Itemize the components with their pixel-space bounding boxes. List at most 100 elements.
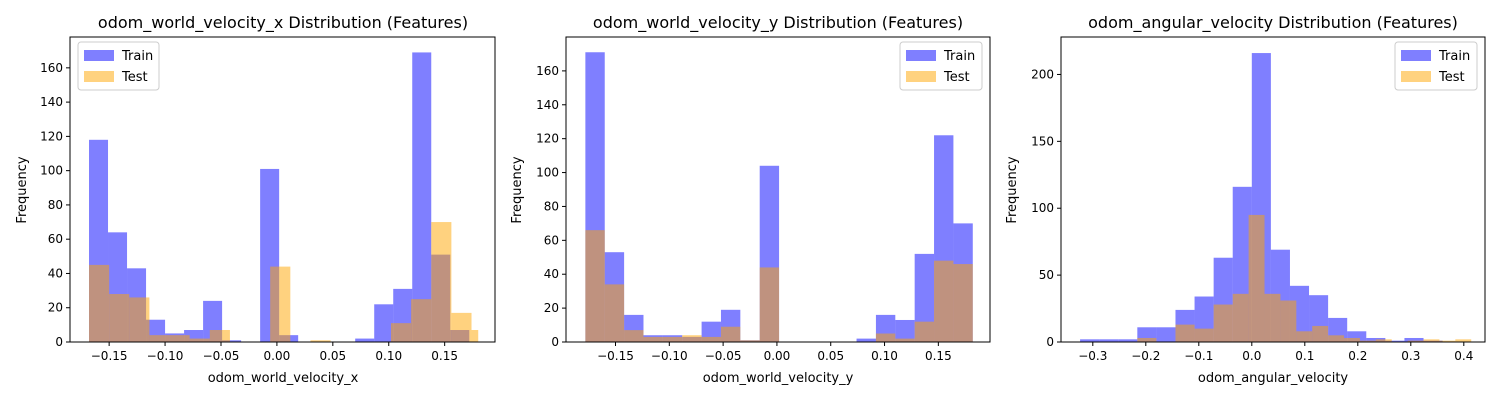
train-bar (856, 338, 876, 342)
train-bar (1347, 331, 1367, 342)
x-tick-label: 0.05 (319, 349, 346, 363)
test-bar (1296, 331, 1313, 342)
test-bar (895, 338, 915, 342)
y-tick-label: 120 (536, 132, 559, 146)
test-bar (209, 330, 230, 342)
test-bar (701, 336, 721, 342)
train-bar (355, 338, 375, 342)
test-bar (1359, 340, 1376, 342)
test-bar (1407, 340, 1424, 342)
train-bar (1099, 339, 1119, 342)
y-tick-label: 100 (40, 164, 63, 178)
y-tick-label: 0 (551, 335, 559, 349)
test-bar (411, 299, 432, 342)
y-tick-label: 150 (1031, 134, 1054, 148)
y-tick-label: 120 (40, 129, 63, 143)
y-tick-label: 100 (536, 166, 559, 180)
x-axis-label: odom_angular_velocity (1198, 371, 1349, 386)
y-tick-label: 50 (1039, 268, 1054, 282)
x-tick-label: 0.05 (817, 349, 844, 363)
bars-layer (1080, 53, 1472, 342)
x-tick-label: 0.15 (431, 349, 458, 363)
test-bar (1213, 304, 1233, 342)
x-axis-label: odom_world_velocity_y (703, 371, 854, 386)
y-ticks: 0 20 40 60 80 100 120 140 160 (40, 61, 70, 349)
y-tick-label: 160 (40, 61, 63, 75)
legend-train-swatch (84, 50, 114, 61)
test-bar (1232, 293, 1249, 342)
axes-frame (69, 36, 496, 343)
x-tick-label: −0.05 (705, 349, 742, 363)
legend-test-label: Test (1438, 70, 1465, 85)
y-tick-label: 40 (48, 266, 63, 280)
test-bar (1328, 335, 1345, 342)
x-tick-label: −0.3 (1078, 349, 1107, 363)
test-bar (662, 336, 683, 342)
y-tick-label: 0 (55, 335, 63, 349)
test-bar (169, 335, 190, 342)
x-tick-label: −0.2 (1131, 349, 1160, 363)
test-bar (934, 260, 954, 342)
x-ticks: −0.15 −0.10 −0.05 0.00 0.05 0.10 0.15 (91, 342, 458, 363)
y-tick-label: 200 (1031, 67, 1054, 81)
test-bar (471, 330, 479, 342)
x-tick-label: 0.4 (1454, 349, 1473, 363)
legend-train-label: Train (121, 49, 153, 64)
train-bar (1080, 339, 1100, 342)
chart-title: odom_world_velocity_y Distribution (Feat… (593, 13, 963, 33)
test-bar (604, 284, 625, 342)
x-tick-label: −0.15 (91, 349, 128, 363)
x-tick-label: 0.3 (1401, 349, 1420, 363)
y-tick-label: 60 (48, 232, 63, 246)
x-tick-label: −0.10 (147, 349, 184, 363)
test-bar (89, 264, 110, 342)
train-bar (1156, 327, 1176, 342)
test-bar (451, 312, 472, 342)
test-bar (740, 340, 760, 342)
chart-title: odom_world_velocity_x Distribution (Feat… (98, 13, 468, 33)
test-bar (720, 326, 741, 342)
test-bar (1175, 324, 1195, 342)
legend-test-swatch (906, 71, 936, 82)
test-bar (189, 338, 210, 342)
x-tick-label: −0.15 (597, 349, 634, 363)
x-tick-label: −0.10 (651, 349, 688, 363)
test-bar (914, 321, 935, 342)
legend-test-swatch (1401, 71, 1431, 82)
test-bar (109, 294, 130, 342)
y-tick-label: 20 (48, 301, 63, 315)
test-bar (643, 336, 663, 342)
y-tick-label: 60 (544, 233, 559, 247)
y-ticks: 0 50 100 150 200 (1031, 67, 1061, 349)
y-axis-label: Frequency (510, 156, 525, 223)
y-tick-label: 100 (1031, 201, 1054, 215)
bars-layer (585, 52, 973, 342)
histogram-panel-velocity-x: odom_world_velocity_x Distribution (Feat… (15, 13, 496, 386)
y-tick-label: 40 (544, 267, 559, 281)
x-tick-label: −0.1 (1184, 349, 1213, 363)
train-bar (895, 319, 915, 342)
test-bar (1280, 300, 1297, 342)
train-bar (412, 52, 432, 342)
histogram-panel-velocity-y: odom_world_velocity_y Distribution (Feat… (510, 13, 991, 386)
x-tick-label: 0.15 (925, 349, 952, 363)
test-bar (1312, 325, 1329, 342)
y-tick-label: 160 (536, 64, 559, 78)
y-tick-label: 80 (544, 199, 559, 213)
legend-train-swatch (906, 50, 936, 61)
test-bar (682, 335, 702, 342)
y-tick-label: 140 (40, 95, 63, 109)
x-axis-label: odom_world_velocity_x (208, 371, 359, 386)
test-bar (310, 340, 331, 342)
test-bar (1264, 293, 1281, 342)
test-bar (270, 266, 291, 342)
test-bar (1439, 340, 1456, 342)
test-bar (390, 323, 412, 342)
legend-test-label: Test (943, 70, 970, 85)
test-bar (1344, 337, 1360, 342)
y-tick-label: 140 (536, 98, 559, 112)
train-bar (1385, 340, 1405, 342)
test-bar (129, 297, 150, 342)
y-tick-label: 0 (1046, 335, 1054, 349)
test-bar (1455, 339, 1472, 342)
